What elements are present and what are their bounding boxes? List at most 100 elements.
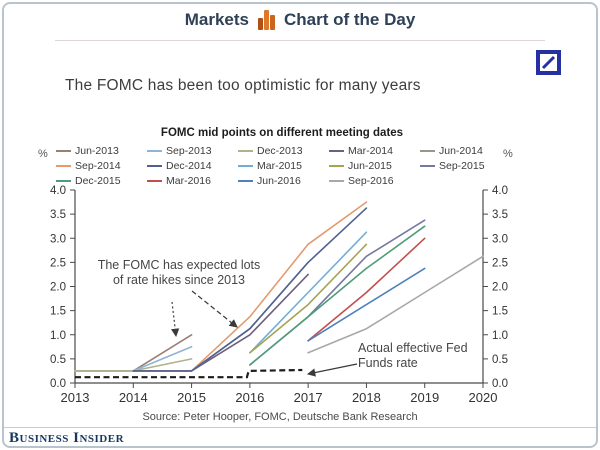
series-line-mar-2015 — [249, 231, 368, 354]
bar-chart-icon — [257, 9, 275, 30]
deutsche-bank-slash-icon — [541, 55, 556, 70]
source-credit: Source: Peter Hooper, FOMC, Deutsche Ban… — [142, 411, 418, 423]
header-brand: Markets — [184, 9, 249, 29]
page-title: The FOMC has been too optimistic for man… — [65, 77, 421, 94]
legend-label: Jun-2015 — [348, 159, 392, 172]
legend-swatch — [238, 149, 253, 152]
series-line-jun-2016 — [307, 267, 426, 342]
legend-swatch — [329, 164, 344, 167]
series-line-jun-2013 — [74, 333, 193, 372]
y-axis-label-right: 2.0 — [492, 282, 508, 294]
actual-rate-arrow — [306, 363, 358, 377]
annotation-line: Actual effective Fed — [358, 341, 468, 355]
y-axis-label-left: 3.0 — [50, 233, 66, 245]
legend-item-mar-2015: Mar-2015 — [238, 160, 329, 172]
legend-label: Mar-2016 — [166, 174, 211, 187]
y-axis-label-left: 2.5 — [50, 257, 66, 269]
y-axis-label-right: 3.0 — [492, 233, 508, 245]
legend-item-sep-2014: Sep-2014 — [56, 160, 147, 172]
legend-label: Jun-2016 — [257, 174, 301, 187]
annotation-rate-hikes: The FOMC has expected lots of rate hikes… — [90, 258, 268, 288]
legend-item-jun-2015: Jun-2015 — [329, 160, 420, 172]
legend-item-dec-2014: Dec-2014 — [147, 160, 238, 172]
legend-label: Jun-2014 — [439, 144, 483, 157]
y-axis-unit-left: % — [38, 148, 48, 160]
header-divider — [55, 40, 545, 41]
legend-swatch — [56, 179, 71, 182]
legend-item-jun-2013: Jun-2013 — [56, 145, 147, 157]
y-axis-label-left: 0.0 — [50, 378, 66, 390]
y-axis-unit-right: % — [503, 148, 513, 160]
legend-item-dec-2013: Dec-2013 — [238, 145, 329, 157]
y-axis-label-left: 1.0 — [50, 330, 66, 342]
legend-swatch — [329, 149, 344, 152]
header: Markets Chart of the Day — [0, 9, 600, 30]
legend-row: Dec-2015 Mar-2016 Jun-2016 Sep-2016 — [56, 173, 516, 188]
legend-label: Sep-2013 — [166, 144, 212, 157]
business-insider-logo: Business Insider — [9, 430, 125, 446]
annotation-line: Funds rate — [358, 356, 418, 370]
y-axis-label-right: 4.0 — [492, 185, 508, 197]
series-line-sep-2016 — [307, 255, 484, 354]
series-line-dec-2014 — [132, 207, 368, 372]
chart-legend: Jun-2013 Sep-2013 Dec-2013 Mar-2014 Jun-2014… — [56, 143, 516, 188]
legend-label: Dec-2015 — [75, 174, 121, 187]
y-axis-label-right: 0.0 — [492, 378, 508, 390]
x-axis-label: 2019 — [410, 390, 439, 405]
deutsche-bank-logo — [536, 50, 561, 75]
y-axis-label-right: 1.5 — [492, 306, 508, 318]
y-axis-label-left: 4.0 — [50, 185, 66, 197]
x-axis-label: 2020 — [469, 390, 498, 405]
y-axis-label-right: 1.0 — [492, 330, 508, 342]
legend-item-sep-2016: Sep-2016 — [329, 175, 420, 187]
legend-label: Mar-2014 — [348, 144, 393, 157]
y-axis-label-left: 0.5 — [50, 354, 66, 366]
legend-swatch — [420, 149, 435, 152]
legend-label: Sep-2015 — [439, 159, 485, 172]
series-line-mar-2016 — [307, 237, 426, 342]
legend-row: Sep-2014 Dec-2014 Mar-2015 Jun-2015 Sep-2015 — [56, 158, 516, 173]
hikes-arrow-dotted — [170, 301, 180, 338]
legend-swatch — [56, 164, 71, 167]
annotation-actual-rate: Actual effective Fed Funds rate — [358, 341, 468, 371]
legend-swatch — [238, 164, 253, 167]
series-line-sep-2013 — [74, 345, 193, 372]
header-title: Chart of the Day — [283, 9, 416, 29]
legend-item-mar-2016: Mar-2016 — [147, 175, 238, 187]
legend-item-jun-2014: Jun-2014 — [420, 145, 511, 157]
series-line-mar-2014 — [132, 273, 309, 372]
footer-divider — [4, 427, 596, 428]
legend-row: Jun-2013 Sep-2013 Dec-2013 Mar-2014 Jun-2014 — [56, 143, 516, 158]
legend-item-sep-2013: Sep-2013 — [147, 145, 238, 157]
y-axis-label-right: 2.5 — [492, 257, 508, 269]
legend-swatch — [56, 149, 71, 152]
legend-label: Jun-2013 — [75, 144, 119, 157]
legend-swatch — [420, 164, 435, 167]
legend-label: Mar-2015 — [257, 159, 302, 172]
hikes-arrow-dashed — [191, 290, 238, 328]
x-axis-label: 2014 — [119, 390, 148, 405]
x-axis-label: 2015 — [177, 390, 206, 405]
annotation-line: The FOMC has expected lots — [97, 258, 261, 272]
legend-label: Dec-2013 — [257, 144, 303, 157]
legend-label: Sep-2016 — [348, 174, 394, 187]
x-axis-label: 2016 — [235, 390, 264, 405]
legend-swatch — [147, 149, 162, 152]
x-axis-label: 2013 — [61, 390, 90, 405]
series-line-dec-2015 — [249, 225, 426, 366]
legend-item-jun-2016: Jun-2016 — [238, 175, 329, 187]
x-axis-label: 2017 — [294, 390, 323, 405]
y-axis-label-right: 3.5 — [492, 209, 508, 221]
legend-item-sep-2015: Sep-2015 — [420, 160, 511, 172]
series-line-dec-2013 — [74, 358, 193, 372]
legend-swatch — [147, 179, 162, 182]
y-axis-label-left: 2.0 — [50, 282, 66, 294]
legend-label: Dec-2014 — [166, 159, 212, 172]
legend-item-dec-2015: Dec-2015 — [56, 175, 147, 187]
actual-fed-funds-line — [75, 368, 303, 379]
x-axis-label: 2018 — [352, 390, 381, 405]
legend-swatch — [238, 179, 253, 182]
series-line-jun-2015 — [249, 243, 368, 354]
